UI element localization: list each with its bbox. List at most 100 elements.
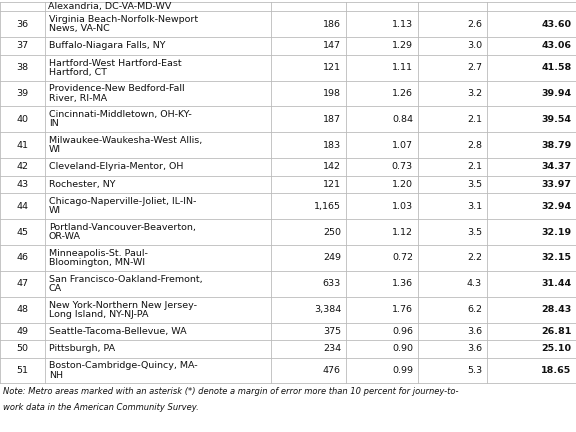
Text: 39.54: 39.54 (541, 115, 571, 124)
Text: 39: 39 (16, 89, 29, 98)
Text: CA: CA (49, 284, 62, 293)
Text: 476: 476 (323, 366, 341, 375)
Text: 249: 249 (323, 254, 341, 262)
Text: 0.90: 0.90 (392, 344, 413, 353)
Text: 34.37: 34.37 (541, 162, 571, 172)
Text: 28.43: 28.43 (541, 305, 571, 314)
Text: 0.84: 0.84 (392, 115, 413, 124)
Text: 41: 41 (17, 141, 28, 150)
Text: 121: 121 (323, 180, 341, 189)
Text: Boston-Cambridge-Quincy, MA-: Boston-Cambridge-Quincy, MA- (49, 362, 198, 371)
Text: 40: 40 (17, 115, 28, 124)
Text: River, RI-MA: River, RI-MA (49, 94, 107, 102)
Text: San Francisco-Oakland-Fremont,: San Francisco-Oakland-Fremont, (49, 275, 203, 284)
Text: 2.1: 2.1 (467, 115, 482, 124)
Text: New York-Northern New Jersey-: New York-Northern New Jersey- (49, 301, 197, 310)
Text: Seattle-Tacoma-Bellevue, WA: Seattle-Tacoma-Bellevue, WA (49, 327, 187, 336)
Text: Hartford, CT: Hartford, CT (49, 68, 107, 76)
Text: WI: WI (49, 145, 61, 154)
Text: 186: 186 (323, 20, 341, 29)
Text: 43.60: 43.60 (541, 20, 571, 29)
Text: Providence-New Bedford-Fall: Providence-New Bedford-Fall (49, 85, 184, 93)
Text: 3.0: 3.0 (467, 41, 482, 51)
Text: 25.10: 25.10 (541, 344, 571, 353)
Text: 1.76: 1.76 (392, 305, 413, 314)
Text: NH: NH (49, 371, 63, 380)
Text: Milwaukee-Waukesha-West Allis,: Milwaukee-Waukesha-West Allis, (49, 136, 202, 145)
Text: 26.81: 26.81 (541, 327, 571, 336)
Text: 4.3: 4.3 (467, 279, 482, 288)
Text: 47: 47 (17, 279, 28, 288)
Text: 121: 121 (323, 63, 341, 72)
Text: 18.65: 18.65 (541, 366, 571, 375)
Text: Cleveland-Elyria-Mentor, OH: Cleveland-Elyria-Mentor, OH (49, 162, 183, 172)
Text: 45: 45 (17, 228, 28, 236)
Text: 2.2: 2.2 (467, 254, 482, 262)
Text: 3.2: 3.2 (467, 89, 482, 98)
Text: 2.8: 2.8 (467, 141, 482, 150)
Text: 0.73: 0.73 (392, 162, 413, 172)
Text: Chicago-Naperville-Joliet, IL-IN-: Chicago-Naperville-Joliet, IL-IN- (49, 197, 196, 206)
Text: 1.11: 1.11 (392, 63, 413, 72)
Text: Rochester, NY: Rochester, NY (49, 180, 115, 189)
Text: Virginia Beach-Norfolk-Newport: Virginia Beach-Norfolk-Newport (49, 15, 198, 24)
Text: 250: 250 (323, 228, 341, 236)
Text: 2.1: 2.1 (467, 162, 482, 172)
Text: 1.20: 1.20 (392, 180, 413, 189)
Text: work data in the American Community Survey.: work data in the American Community Surv… (3, 403, 199, 412)
Text: 3.6: 3.6 (467, 327, 482, 336)
Text: IN: IN (49, 119, 59, 128)
Text: 183: 183 (323, 141, 341, 150)
Text: 38.79: 38.79 (541, 141, 571, 150)
Text: Cincinnati-Middletown, OH-KY-: Cincinnati-Middletown, OH-KY- (49, 110, 192, 119)
Text: 1.36: 1.36 (392, 279, 413, 288)
Text: 42: 42 (17, 162, 28, 172)
Text: 38: 38 (16, 63, 29, 72)
Text: 0.96: 0.96 (392, 327, 413, 336)
Text: 2.6: 2.6 (467, 20, 482, 29)
Text: 32.94: 32.94 (541, 202, 571, 211)
Text: WI: WI (49, 206, 61, 215)
Text: 1.26: 1.26 (392, 89, 413, 98)
Text: OR-WA: OR-WA (49, 232, 81, 241)
Text: 39.94: 39.94 (541, 89, 571, 98)
Text: 147: 147 (323, 41, 341, 51)
Text: 3.5: 3.5 (467, 180, 482, 189)
Text: Pittsburgh, PA: Pittsburgh, PA (49, 344, 115, 353)
Text: 41.58: 41.58 (541, 63, 571, 72)
Text: 3,384: 3,384 (314, 305, 341, 314)
Text: 3.1: 3.1 (467, 202, 482, 211)
Text: 375: 375 (323, 327, 341, 336)
Text: 6.2: 6.2 (467, 305, 482, 314)
Text: 1,165: 1,165 (314, 202, 341, 211)
Text: Minneapolis-St. Paul-: Minneapolis-St. Paul- (49, 249, 148, 258)
Text: 32.15: 32.15 (541, 254, 571, 262)
Text: Note: Metro areas marked with an asterisk (*) denote a margin of error more than: Note: Metro areas marked with an asteris… (3, 387, 458, 396)
Text: Alexandria, DC-VA-MD-WV: Alexandria, DC-VA-MD-WV (48, 2, 172, 11)
Text: Long Island, NY-NJ-PA: Long Island, NY-NJ-PA (49, 310, 149, 319)
Text: 1.07: 1.07 (392, 141, 413, 150)
Text: 2.7: 2.7 (467, 63, 482, 72)
Text: 3.6: 3.6 (467, 344, 482, 353)
Text: 44: 44 (17, 202, 28, 211)
Text: 1.12: 1.12 (392, 228, 413, 236)
Text: 33.97: 33.97 (541, 180, 571, 189)
Text: Hartford-West Hartford-East: Hartford-West Hartford-East (49, 59, 181, 68)
Text: 1.29: 1.29 (392, 41, 413, 51)
Text: 51: 51 (17, 366, 28, 375)
Text: Bloomington, MN-WI: Bloomington, MN-WI (49, 258, 145, 267)
Text: 234: 234 (323, 344, 341, 353)
Text: 32.19: 32.19 (541, 228, 571, 236)
Text: 0.72: 0.72 (392, 254, 413, 262)
Text: 43: 43 (16, 180, 29, 189)
Text: 36: 36 (16, 20, 29, 29)
Text: 3.5: 3.5 (467, 228, 482, 236)
Text: 49: 49 (17, 327, 28, 336)
Text: 43.06: 43.06 (541, 41, 571, 51)
Text: 1.03: 1.03 (392, 202, 413, 211)
Text: 0.99: 0.99 (392, 366, 413, 375)
Text: 5.3: 5.3 (467, 366, 482, 375)
Text: 31.44: 31.44 (541, 279, 571, 288)
Text: 633: 633 (323, 279, 341, 288)
Text: 48: 48 (17, 305, 28, 314)
